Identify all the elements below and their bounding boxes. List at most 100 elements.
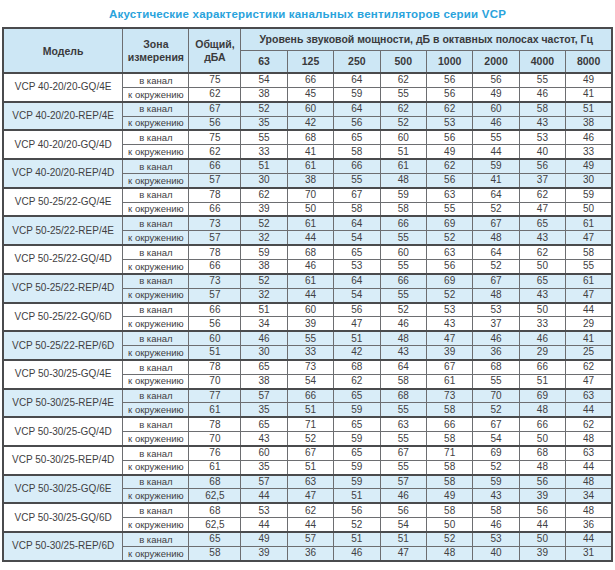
band-125-value: 57 [287, 532, 333, 546]
band-63-value: 51 [241, 159, 287, 173]
band-125-value: 36 [287, 546, 333, 560]
band-1000-value: 58 [426, 432, 472, 446]
band-500-value: 60 [380, 130, 426, 144]
band-1000-value: 49 [426, 489, 472, 503]
band-8000-value: 62 [566, 360, 612, 374]
band-250-value: 55 [334, 173, 380, 187]
band-8000-value: 47 [566, 288, 612, 302]
band-8000-value: 44 [566, 460, 612, 474]
band-2000-value: 52 [473, 259, 519, 273]
total-dba-value: 68 [189, 503, 241, 517]
band-1000-value: 56 [426, 73, 472, 87]
band-4000-value: 43 [519, 231, 565, 245]
band-2000-value: 52 [473, 460, 519, 474]
total-dba-value: 70 [189, 432, 241, 446]
band-8000-value: 48 [566, 432, 612, 446]
band-500-value: 57 [380, 475, 426, 489]
band-250-value: 58 [334, 145, 380, 159]
band-63-value: 38 [241, 87, 287, 101]
band-63-value: 57 [241, 475, 287, 489]
row-in-duct: VCP 50-30/25-REP/4Eв канал77576665687370… [3, 389, 612, 403]
model-name: VCP 50-30/25-REP/4D [3, 446, 123, 475]
band-125-value: 33 [287, 346, 333, 360]
band-500-value: 51 [380, 145, 426, 159]
zone-label-to-environment: к окружению [123, 374, 189, 388]
model-name: VCP 40-20/20-REP/4E [3, 102, 123, 131]
band-4000-value: 50 [519, 303, 565, 317]
band-1000-value: 53 [426, 303, 472, 317]
total-dba-value: 65 [189, 532, 241, 546]
col-header-freq-8000: 8000 [566, 50, 612, 73]
zone-label-in-duct: в канал [123, 389, 189, 403]
row-in-duct: VCP 40-20/20-GQ/4Dв канал755568656056555… [3, 130, 612, 144]
total-dba-value: 61 [189, 403, 241, 417]
band-500-value: 55 [380, 231, 426, 245]
zone-label-to-environment: к окружению [123, 173, 189, 187]
band-125-value: 67 [287, 446, 333, 460]
band-8000-value: 61 [566, 274, 612, 288]
total-dba-value: 66 [189, 303, 241, 317]
band-63-value: 35 [241, 460, 287, 474]
band-63-value: 32 [241, 288, 287, 302]
band-8000-value: 33 [566, 145, 612, 159]
band-63-value: 49 [241, 532, 287, 546]
model-name: VCP 50-25/22-GQ/4E [3, 188, 123, 217]
total-dba-value: 62,5 [189, 518, 241, 532]
zone-label-to-environment: к окружению [123, 489, 189, 503]
zone-label-to-environment: к окружению [123, 460, 189, 474]
band-1000-value: 52 [426, 231, 472, 245]
band-500-value: 59 [380, 188, 426, 202]
band-8000-value: 41 [566, 331, 612, 345]
zone-label-to-environment: к окружению [123, 87, 189, 101]
band-250-value: 65 [334, 389, 380, 403]
band-63-value: 55 [241, 130, 287, 144]
row-in-duct: VCP 50-25/22-REP/4Eв канал73526164666967… [3, 216, 612, 230]
band-500-value: 47 [380, 546, 426, 560]
band-8000-value: 51 [566, 102, 612, 116]
band-8000-value: 31 [566, 546, 612, 560]
band-125-value: 63 [287, 475, 333, 489]
total-dba-value: 73 [189, 274, 241, 288]
band-4000-value: 65 [519, 216, 565, 230]
band-4000-value: 40 [519, 145, 565, 159]
zone-label-in-duct: в канал [123, 245, 189, 259]
band-8000-value: 49 [566, 159, 612, 173]
band-500-value: 66 [380, 274, 426, 288]
band-500-value: 51 [380, 532, 426, 546]
zone-label-to-environment: к окружению [123, 346, 189, 360]
band-63-value: 30 [241, 173, 287, 187]
band-8000-value: 47 [566, 374, 612, 388]
band-1000-value: 69 [426, 274, 472, 288]
row-in-duct: VCP 50-25/22-GQ/4Dв канал785968656063646… [3, 245, 612, 259]
band-125-value: 61 [287, 274, 333, 288]
table-header: Модель Зона измерения Общий, дБА Уровень… [3, 28, 612, 73]
band-63-value: 60 [241, 446, 287, 460]
band-250-value: 53 [334, 259, 380, 273]
band-250-value: 62 [334, 374, 380, 388]
band-63-value: 57 [241, 389, 287, 403]
band-125-value: 39 [287, 317, 333, 331]
col-header-freq-125: 125 [287, 50, 333, 73]
band-125-value: 44 [287, 288, 333, 302]
band-250-value: 66 [334, 159, 380, 173]
band-2000-value: 48 [473, 231, 519, 245]
band-125-value: 60 [287, 303, 333, 317]
zone-label-to-environment: к окружению [123, 145, 189, 159]
total-dba-value: 66 [189, 202, 241, 216]
band-500-value: 66 [380, 216, 426, 230]
band-4000-value: 51 [519, 374, 565, 388]
band-4000-value: 65 [519, 274, 565, 288]
band-250-value: 65 [334, 130, 380, 144]
band-63-value: 65 [241, 360, 287, 374]
band-250-value: 58 [334, 202, 380, 216]
band-125-value: 71 [287, 417, 333, 431]
band-500-value: 54 [380, 518, 426, 532]
band-1000-value: 56 [426, 173, 472, 187]
band-8000-value: 48 [566, 475, 612, 489]
band-2000-value: 46 [473, 116, 519, 130]
band-1000-value: 73 [426, 389, 472, 403]
band-4000-value: 56 [519, 475, 565, 489]
band-125-value: 61 [287, 216, 333, 230]
band-4000-value: 44 [519, 518, 565, 532]
band-8000-value: 59 [566, 188, 612, 202]
